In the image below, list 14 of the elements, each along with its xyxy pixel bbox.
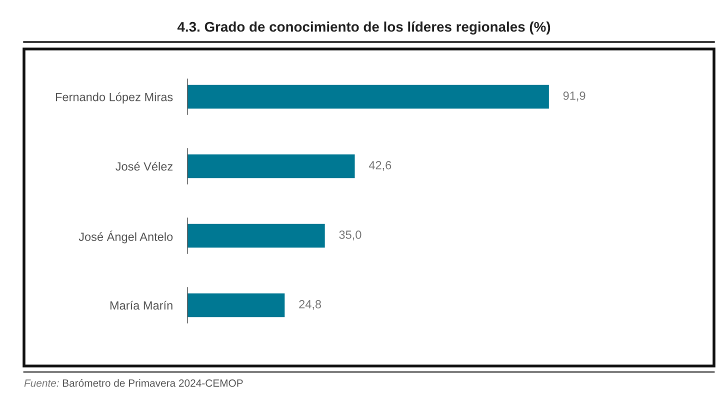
data-label: 24,8 — [299, 300, 322, 310]
source-note: Fuente: Barómetro de Primavera 2024-CEMOP — [24, 379, 243, 387]
data-label: 35,0 — [339, 230, 362, 240]
bar — [187, 293, 285, 318]
chart-title: 4.3. Grado de conocimiento de los líderes regionales (%) — [177, 21, 550, 35]
data-label: 42,6 — [368, 161, 392, 171]
bar — [187, 84, 549, 109]
y-tick-label: José Vélez — [116, 162, 173, 171]
y-tick-label: Fernando López Miras — [56, 92, 173, 104]
y-tick-label: José Ángel Antelo — [78, 230, 173, 244]
y-tick-label: María Marín — [110, 300, 172, 310]
bar — [187, 154, 355, 178]
bar — [187, 224, 325, 248]
data-label: 91,9 — [563, 92, 586, 102]
